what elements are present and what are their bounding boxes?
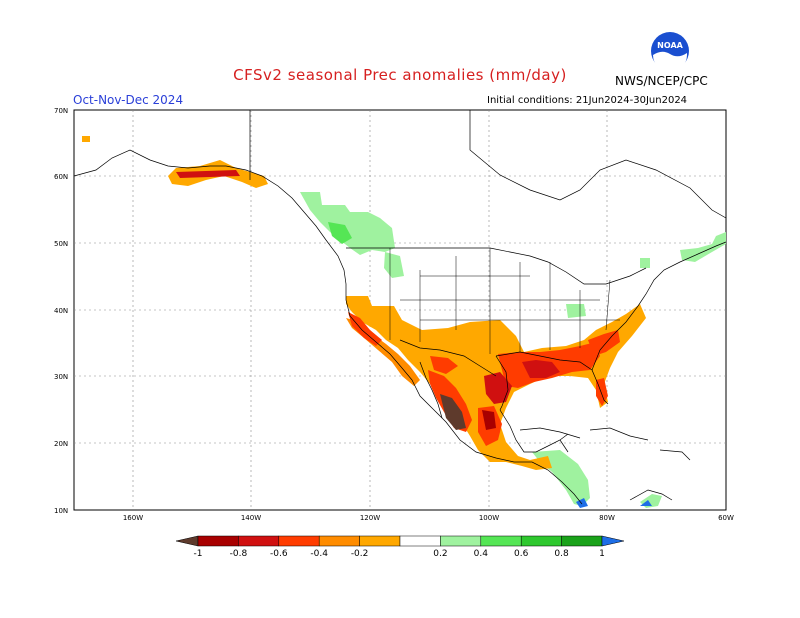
- lon-label: 60W: [718, 514, 734, 522]
- colorbar-label: 1: [599, 549, 605, 559]
- negative-anomaly-alaska-core: [176, 170, 240, 178]
- agency-label: NWS/NCEP/CPC: [615, 74, 708, 88]
- colorbar-label: -0.4: [310, 549, 328, 559]
- colorbar-min-arrow: [175, 535, 199, 547]
- lon-label: 80W: [599, 514, 615, 522]
- colorbar-swatch: [197, 535, 239, 547]
- colorbar-label: -0.2: [351, 549, 369, 559]
- lat-label: 70N: [54, 107, 68, 115]
- negative-anomaly-aleutian: [82, 136, 90, 142]
- colorbar-swatch: [318, 535, 360, 547]
- positive-anomaly-quebec: [640, 258, 650, 268]
- colorbar-swatch: [440, 535, 482, 547]
- lon-axis-labels: 160W 140W 120W 100W 80W 60W: [123, 514, 734, 522]
- negative-anomaly-texas-core: [484, 372, 512, 404]
- positive-anomaly-panama-core: [640, 500, 652, 506]
- lon-label: 160W: [123, 514, 143, 522]
- lat-label: 30N: [54, 373, 68, 381]
- positive-anomaly-rockies: [384, 252, 404, 278]
- colorbar-label: 0.4: [474, 549, 489, 559]
- lat-label: 40N: [54, 307, 68, 315]
- lat-label: 20N: [54, 440, 68, 448]
- colorbar: -1 -0.8 -0.6 -0.4 -0.2 0.2 0.4 0.6 0.8 1: [175, 535, 625, 559]
- negative-anomaly-sierra-madre: [440, 394, 466, 430]
- colorbar-label: 0.6: [514, 549, 529, 559]
- negative-anomaly-chihuahua: [430, 356, 458, 374]
- colorbar-label: -0.8: [230, 549, 248, 559]
- graticule: [74, 110, 726, 510]
- initial-conditions: Initial conditions: 21Jun2024-30Jun2024: [487, 95, 688, 106]
- logo-text: NOAA: [657, 41, 683, 50]
- coastlines: [73, 110, 727, 505]
- noaa-logo-icon: NOAA: [651, 32, 689, 71]
- lat-label: 60N: [54, 173, 68, 181]
- colorbar-swatch: [520, 535, 562, 547]
- colorbar-swatch: [359, 535, 401, 547]
- negative-anomaly-florida: [596, 378, 608, 406]
- colorbar-label: 0.8: [554, 549, 569, 559]
- negative-anomaly-louisiana-core: [522, 360, 560, 378]
- negative-anomaly-california-coast: [348, 312, 382, 346]
- positive-anomaly-bc-coast: [300, 192, 395, 255]
- colorbar-swatch: [278, 535, 320, 547]
- colorbar-swatch: [561, 535, 603, 547]
- negative-anomaly-mexico-core: [482, 410, 496, 430]
- colorbar-label: -1: [194, 549, 203, 559]
- colorbar-swatch: [238, 535, 280, 547]
- colorbar-swatch: [399, 535, 441, 547]
- positive-anomaly-ohio: [566, 304, 586, 318]
- colorbar-max-arrow: [601, 535, 625, 547]
- forecast-period: Oct-Nov-Dec 2024: [73, 93, 184, 107]
- positive-anomaly-bc-inner: [328, 222, 352, 244]
- lon-label: 100W: [479, 514, 499, 522]
- lat-label: 10N: [54, 507, 68, 515]
- colorbar-swatch: [480, 535, 522, 547]
- lat-label: 50N: [54, 240, 68, 248]
- colorbar-label: 0.2: [433, 549, 447, 559]
- anomaly-fields: [82, 136, 726, 508]
- chart-title: CFSv2 seasonal Prec anomalies (mm/day): [233, 66, 567, 84]
- lon-label: 140W: [241, 514, 261, 522]
- positive-anomaly-newfoundland: [680, 232, 726, 262]
- colorbar-label: -0.6: [270, 549, 288, 559]
- lon-label: 120W: [360, 514, 380, 522]
- state-borders: [389, 248, 620, 354]
- lat-axis-labels: 70N 60N 50N 40N 30N 20N 10N: [54, 107, 68, 515]
